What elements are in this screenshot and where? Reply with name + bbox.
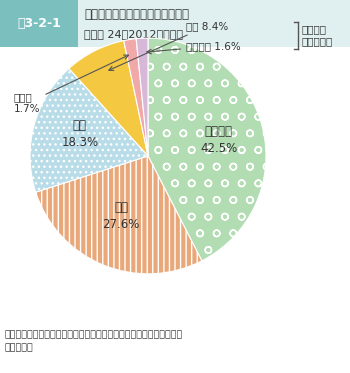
Wedge shape [124,39,148,156]
Text: （平成 24（2012）年度）: （平成 24（2012）年度） [84,29,183,40]
Bar [0,0,78,47]
Text: 石油
18.3%: 石油 18.3% [61,119,98,149]
Wedge shape [148,38,266,261]
Text: 資料：電気事業連合会「電源別発電電力量構成比」を基に農林水産省
　　で作成: 資料：電気事業連合会「電源別発電電力量構成比」を基に農林水産省 で作成 [5,331,183,352]
Wedge shape [136,38,148,156]
Text: 原子力
1.7%: 原子力 1.7% [14,55,128,114]
Text: 図3-2-1: 図3-2-1 [17,17,61,30]
Text: 我が国の発電電力量の電源別割合: 我が国の発電電力量の電源別割合 [84,8,189,21]
Wedge shape [30,69,148,192]
Text: 天然ガス
42.5%: 天然ガス 42.5% [200,125,237,155]
Text: 再生可能: 再生可能 [302,24,327,34]
Text: エネルギー: エネルギー [302,36,333,46]
Wedge shape [69,41,148,156]
Text: 水力以外 1.6%: 水力以外 1.6% [147,41,241,54]
Bar [78,0,350,47]
Text: 水力 8.4%: 水力 8.4% [109,21,228,70]
Text: 石炭
27.6%: 石炭 27.6% [102,201,140,231]
Wedge shape [36,156,202,274]
